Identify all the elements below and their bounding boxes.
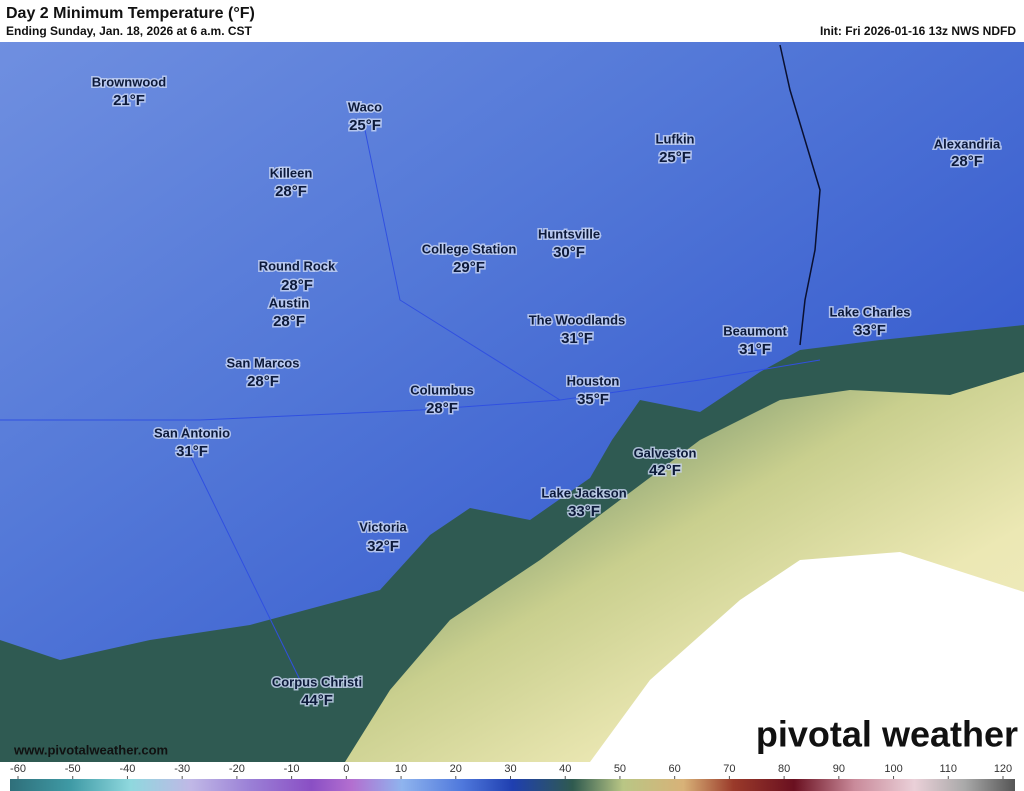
city-temp: 42°F: [649, 462, 681, 479]
brand-logo: pivotal weather: [756, 714, 1018, 755]
city-name: Galveston: [634, 445, 697, 460]
colorbar-labels: -60 -50 -40 -30 -20 -10 0 10 20 30 40 50 60 70 80 90 100…: [10, 763, 1012, 779]
city-temp: 28°F: [281, 277, 313, 294]
city-name: Waco: [348, 99, 382, 114]
city-labels: Brownwood 21°F Waco 25°F Killeen 28°F Lufkin 25…: [90, 73, 1002, 711]
init-time: Init: Fri 2026-01-16 13z NWS NDFD: [820, 24, 1016, 38]
title: Day 2 Minimum Temperature (°F): [6, 5, 255, 22]
city-temp: 31°F: [739, 341, 771, 358]
city-temp: 25°F: [349, 117, 381, 134]
colorbar-tick-label: 20: [450, 763, 462, 775]
city-name: Lufkin: [656, 131, 695, 146]
city-name: Huntsville: [538, 226, 600, 241]
colorbar-tick-label: 10: [395, 763, 407, 775]
city-name: San Antonio: [154, 425, 230, 440]
colorbar-tick-label: 50: [614, 763, 626, 775]
city-name: College Station: [422, 241, 517, 256]
colorbar: [10, 779, 1015, 791]
colorbar-tick-label: -50: [65, 763, 81, 775]
colorbar-tick-label: -40: [119, 763, 135, 775]
city-name: Round Rock: [259, 258, 336, 273]
city-temp: 35°F: [577, 391, 609, 408]
colorbar-tick-label: 80: [778, 763, 790, 775]
subtitle: Ending Sunday, Jan. 18, 2026 at 6 a.m. C…: [6, 24, 253, 38]
city-temp: 32°F: [367, 538, 399, 555]
city-temp: 28°F: [275, 183, 307, 200]
highway: [0, 359, 821, 421]
city-name: Lake Jackson: [541, 485, 626, 500]
city-name: Brownwood: [92, 74, 166, 89]
city-name: Lake Charles: [830, 304, 911, 319]
city-name: Killeen: [270, 165, 313, 180]
no-data-area: [590, 552, 1024, 762]
colorbar-tick-label: 120: [994, 763, 1012, 775]
colorbar-tick-label: 30: [504, 763, 516, 775]
city-temp: 28°F: [247, 373, 279, 390]
colorbar-tick-label: -30: [174, 763, 190, 775]
colorbar-tick-label: 40: [559, 763, 571, 775]
city-name: Beaumont: [723, 323, 787, 338]
colorbar-tick-label: 100: [884, 763, 902, 775]
header-bg: [0, 0, 1024, 42]
city-temp: 33°F: [854, 322, 886, 339]
city-temp: 31°F: [561, 330, 593, 347]
colorbar-tick-label: -60: [10, 763, 26, 775]
state-border: [779, 44, 821, 346]
city-temp: 30°F: [553, 244, 585, 261]
city-name: Austin: [269, 295, 310, 310]
colorbar-tick-label: 110: [940, 763, 958, 775]
colorbar-tick-label: 60: [669, 763, 681, 775]
city-name: Houston: [567, 373, 620, 388]
website: www.pivotalweather.com: [13, 742, 168, 757]
colorbar-tick-label: -20: [229, 763, 245, 775]
city-temp: 28°F: [273, 313, 305, 330]
city-temp: 33°F: [568, 503, 600, 520]
city-name: The Woodlands: [529, 312, 626, 327]
city-temp: 31°F: [176, 443, 208, 460]
colorbar-tick-label: 0: [343, 763, 349, 775]
city-name: Columbus: [410, 382, 474, 397]
city-temp: 29°F: [453, 259, 485, 276]
city-name: Victoria: [359, 519, 407, 534]
city-temp: 28°F: [426, 400, 458, 417]
city-temp: 28°F: [951, 153, 983, 170]
city-name: Alexandria: [934, 136, 1001, 151]
colorbar-tick-label: 90: [833, 763, 845, 775]
city-temp: 44°F: [301, 692, 333, 709]
city-temp: 25°F: [659, 149, 691, 166]
city-name: Corpus Christi: [272, 674, 362, 689]
city-temp: 21°F: [113, 92, 145, 109]
city-name: San Marcos: [227, 355, 300, 370]
colorbar-tick-label: -10: [284, 763, 300, 775]
highway: [189, 129, 561, 681]
colorbar-tick-label: 70: [723, 763, 735, 775]
